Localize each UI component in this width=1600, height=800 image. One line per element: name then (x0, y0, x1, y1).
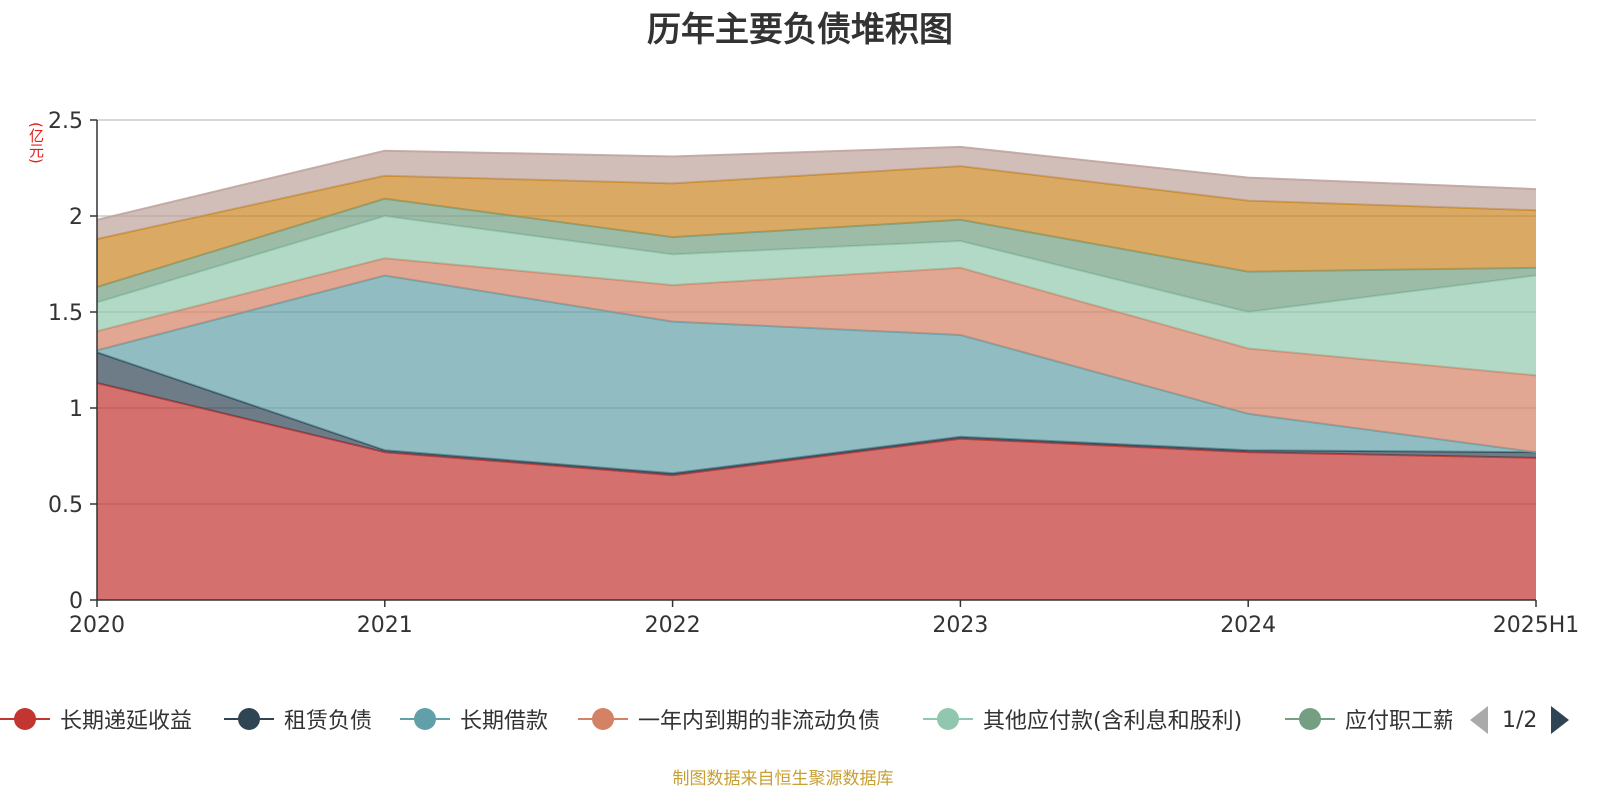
area-series-3[interactable] (97, 258, 1536, 453)
legend-item[interactable]: 其他应付款(含利息和股利) (923, 704, 1242, 734)
y-tick-label: 0 (69, 589, 83, 614)
legend-label: 应付职工薪酬 (1345, 709, 1452, 734)
area-series-4[interactable] (97, 216, 1536, 376)
legend-item[interactable]: 一年内到期的非流动负债 (578, 704, 880, 734)
legend-label: 其他应付款(含利息和股利) (983, 709, 1243, 734)
legend-items-viewport: 长期递延收益 租赁负债 长期借款 一年内到期的非流动负债 其他应付款(含利息和股利) 应付… (0, 700, 1452, 740)
legend-page-indicator: 1/2 (1502, 707, 1538, 733)
area-series-6[interactable] (97, 166, 1536, 287)
y-axis-unit-label: (亿元) (27, 122, 45, 164)
x-tick-label: 2021 (357, 613, 413, 638)
legend-item[interactable]: 应付职工薪酬 (1285, 704, 1452, 734)
legend-marker-icon (1285, 704, 1335, 734)
y-tick-label: 1 (69, 397, 83, 422)
area-series-0[interactable] (97, 383, 1536, 600)
legend-label: 长期递延收益 (60, 709, 193, 734)
legend-label: 租赁负债 (284, 709, 373, 734)
legend-marker-icon (400, 704, 450, 734)
legend-marker-icon (923, 704, 973, 734)
area-series-5[interactable] (97, 198, 1536, 312)
legend-marker-icon (578, 704, 628, 734)
x-tick-label: 2023 (932, 613, 988, 638)
y-tick-label: 0.5 (48, 493, 83, 518)
legend-item[interactable]: 长期递延收益 (0, 704, 192, 734)
x-tick-label: 2020 (69, 613, 125, 638)
legend: 长期递延收益 租赁负债 长期借款 一年内到期的非流动负债 其他应付款(含利息和股利) 应付… (0, 700, 1600, 740)
axes (90, 119, 1537, 607)
legend-label: 长期借款 (460, 709, 549, 734)
data-source-note: 制图数据来自恒生聚源数据库 (672, 769, 894, 789)
x-tick-label: 2024 (1220, 613, 1276, 638)
y-tick-label: 1.5 (48, 301, 83, 326)
legend-pager: 1/2 (1470, 702, 1570, 738)
tick-labels: 0 0.5 1 1.5 2 2.5 2020 2021 2022 2023 2024 2025H1 (48, 109, 1579, 638)
chart-title: 历年主要负债堆积图 (647, 10, 953, 50)
legend-item[interactable]: 租赁负债 (224, 704, 372, 734)
triangle-right-icon[interactable] (1551, 706, 1570, 734)
legend-label: 一年内到期的非流动负债 (638, 709, 881, 734)
x-tick-label: 2022 (645, 613, 701, 638)
y-tick-label: 2 (69, 205, 83, 230)
legend-item[interactable]: 长期借款 (400, 704, 548, 734)
legend-marker-icon (0, 704, 50, 734)
series-line-7 (96, 145, 1537, 221)
triangle-left-icon[interactable] (1470, 706, 1488, 734)
stacked-area-chart: 0 0.5 1 1.5 2 2.5 2020 2021 2022 2023 2024 2025H1 (48, 109, 1579, 638)
area-series-7[interactable] (97, 146, 1536, 239)
legend-marker-icon (224, 704, 274, 734)
y-tick-label: 2.5 (48, 109, 83, 134)
x-tick-label: 2025H1 (1493, 613, 1580, 638)
area-series-2[interactable] (97, 275, 1536, 474)
area-series (96, 145, 1537, 600)
